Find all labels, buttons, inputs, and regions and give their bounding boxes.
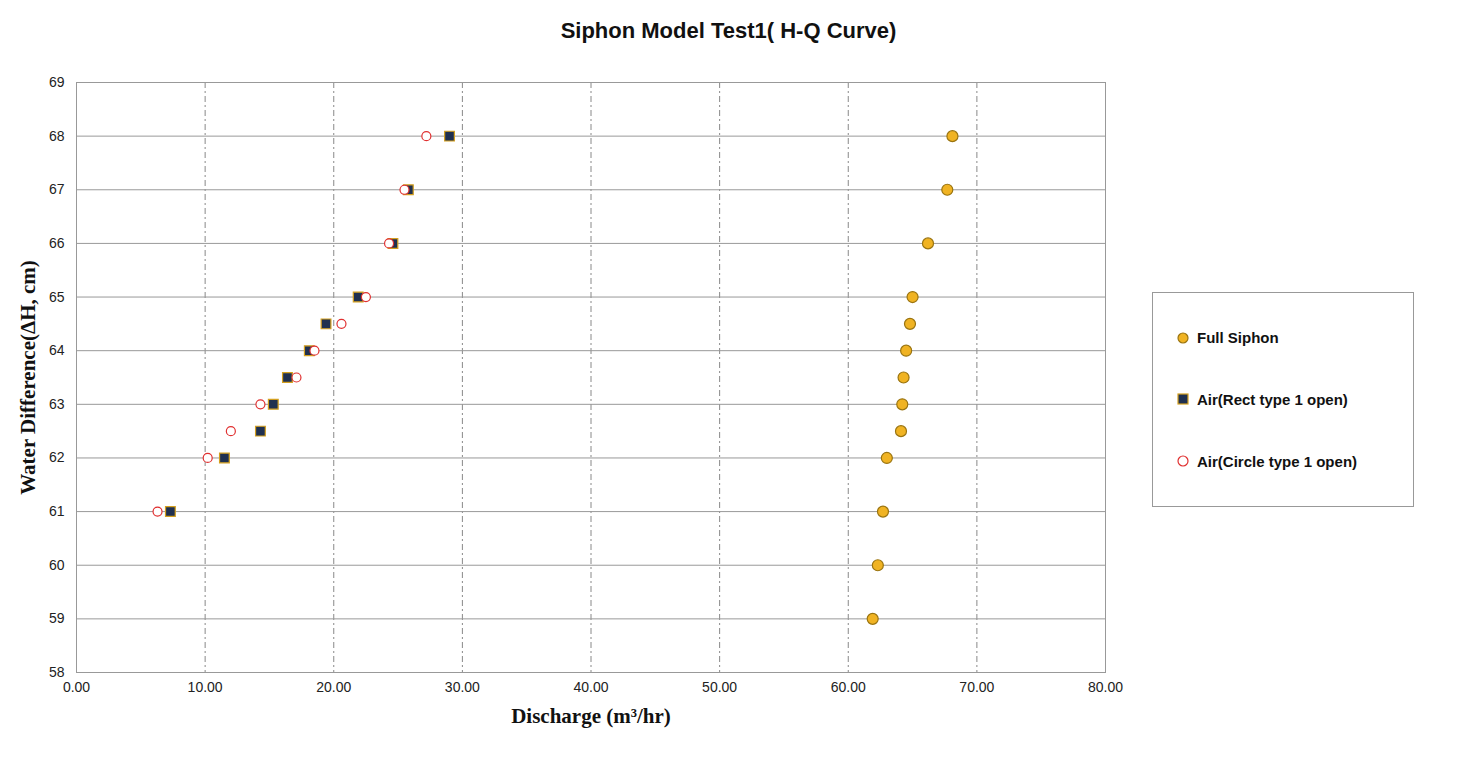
svg-text:69: 69 bbox=[49, 74, 65, 90]
svg-text:59: 59 bbox=[49, 610, 65, 626]
svg-text:70.00: 70.00 bbox=[959, 679, 994, 695]
svg-text:64: 64 bbox=[49, 342, 65, 358]
svg-text:61: 61 bbox=[49, 503, 65, 519]
svg-text:58: 58 bbox=[49, 664, 65, 680]
svg-text:80.00: 80.00 bbox=[1088, 679, 1123, 695]
svg-text:40.00: 40.00 bbox=[573, 679, 608, 695]
svg-text:0.00: 0.00 bbox=[63, 679, 90, 695]
svg-text:50.00: 50.00 bbox=[702, 679, 737, 695]
svg-text:Water Difference(ΔH, cm): Water Difference(ΔH, cm) bbox=[16, 260, 40, 495]
svg-text:63: 63 bbox=[49, 396, 65, 412]
svg-text:66: 66 bbox=[49, 235, 65, 251]
svg-text:Discharge (m³/hr): Discharge (m³/hr) bbox=[511, 704, 671, 728]
svg-text:62: 62 bbox=[49, 449, 65, 465]
svg-text:60: 60 bbox=[49, 557, 65, 573]
html-text:Siphon Model Test1( H-Q Curve): Siphon Model Test1( H-Q Curve) bbox=[560, 18, 897, 43]
html-text:Air(Rect type 1 open): Air(Rect type 1 open) bbox=[1197, 391, 1348, 408]
svg-text:65: 65 bbox=[49, 289, 65, 305]
svg-text:60.00: 60.00 bbox=[831, 679, 866, 695]
svg-text:30.00: 30.00 bbox=[445, 679, 480, 695]
svg-text:67: 67 bbox=[49, 181, 65, 197]
html-text:Full Siphon: Full Siphon bbox=[1197, 329, 1279, 347]
svg-text:20.00: 20.00 bbox=[316, 679, 351, 695]
html-text:Air(Circle type 1 open): Air(Circle type 1 open) bbox=[1197, 452, 1357, 470]
svg-text:10.00: 10.00 bbox=[188, 679, 223, 695]
svg-text:68: 68 bbox=[49, 128, 65, 144]
